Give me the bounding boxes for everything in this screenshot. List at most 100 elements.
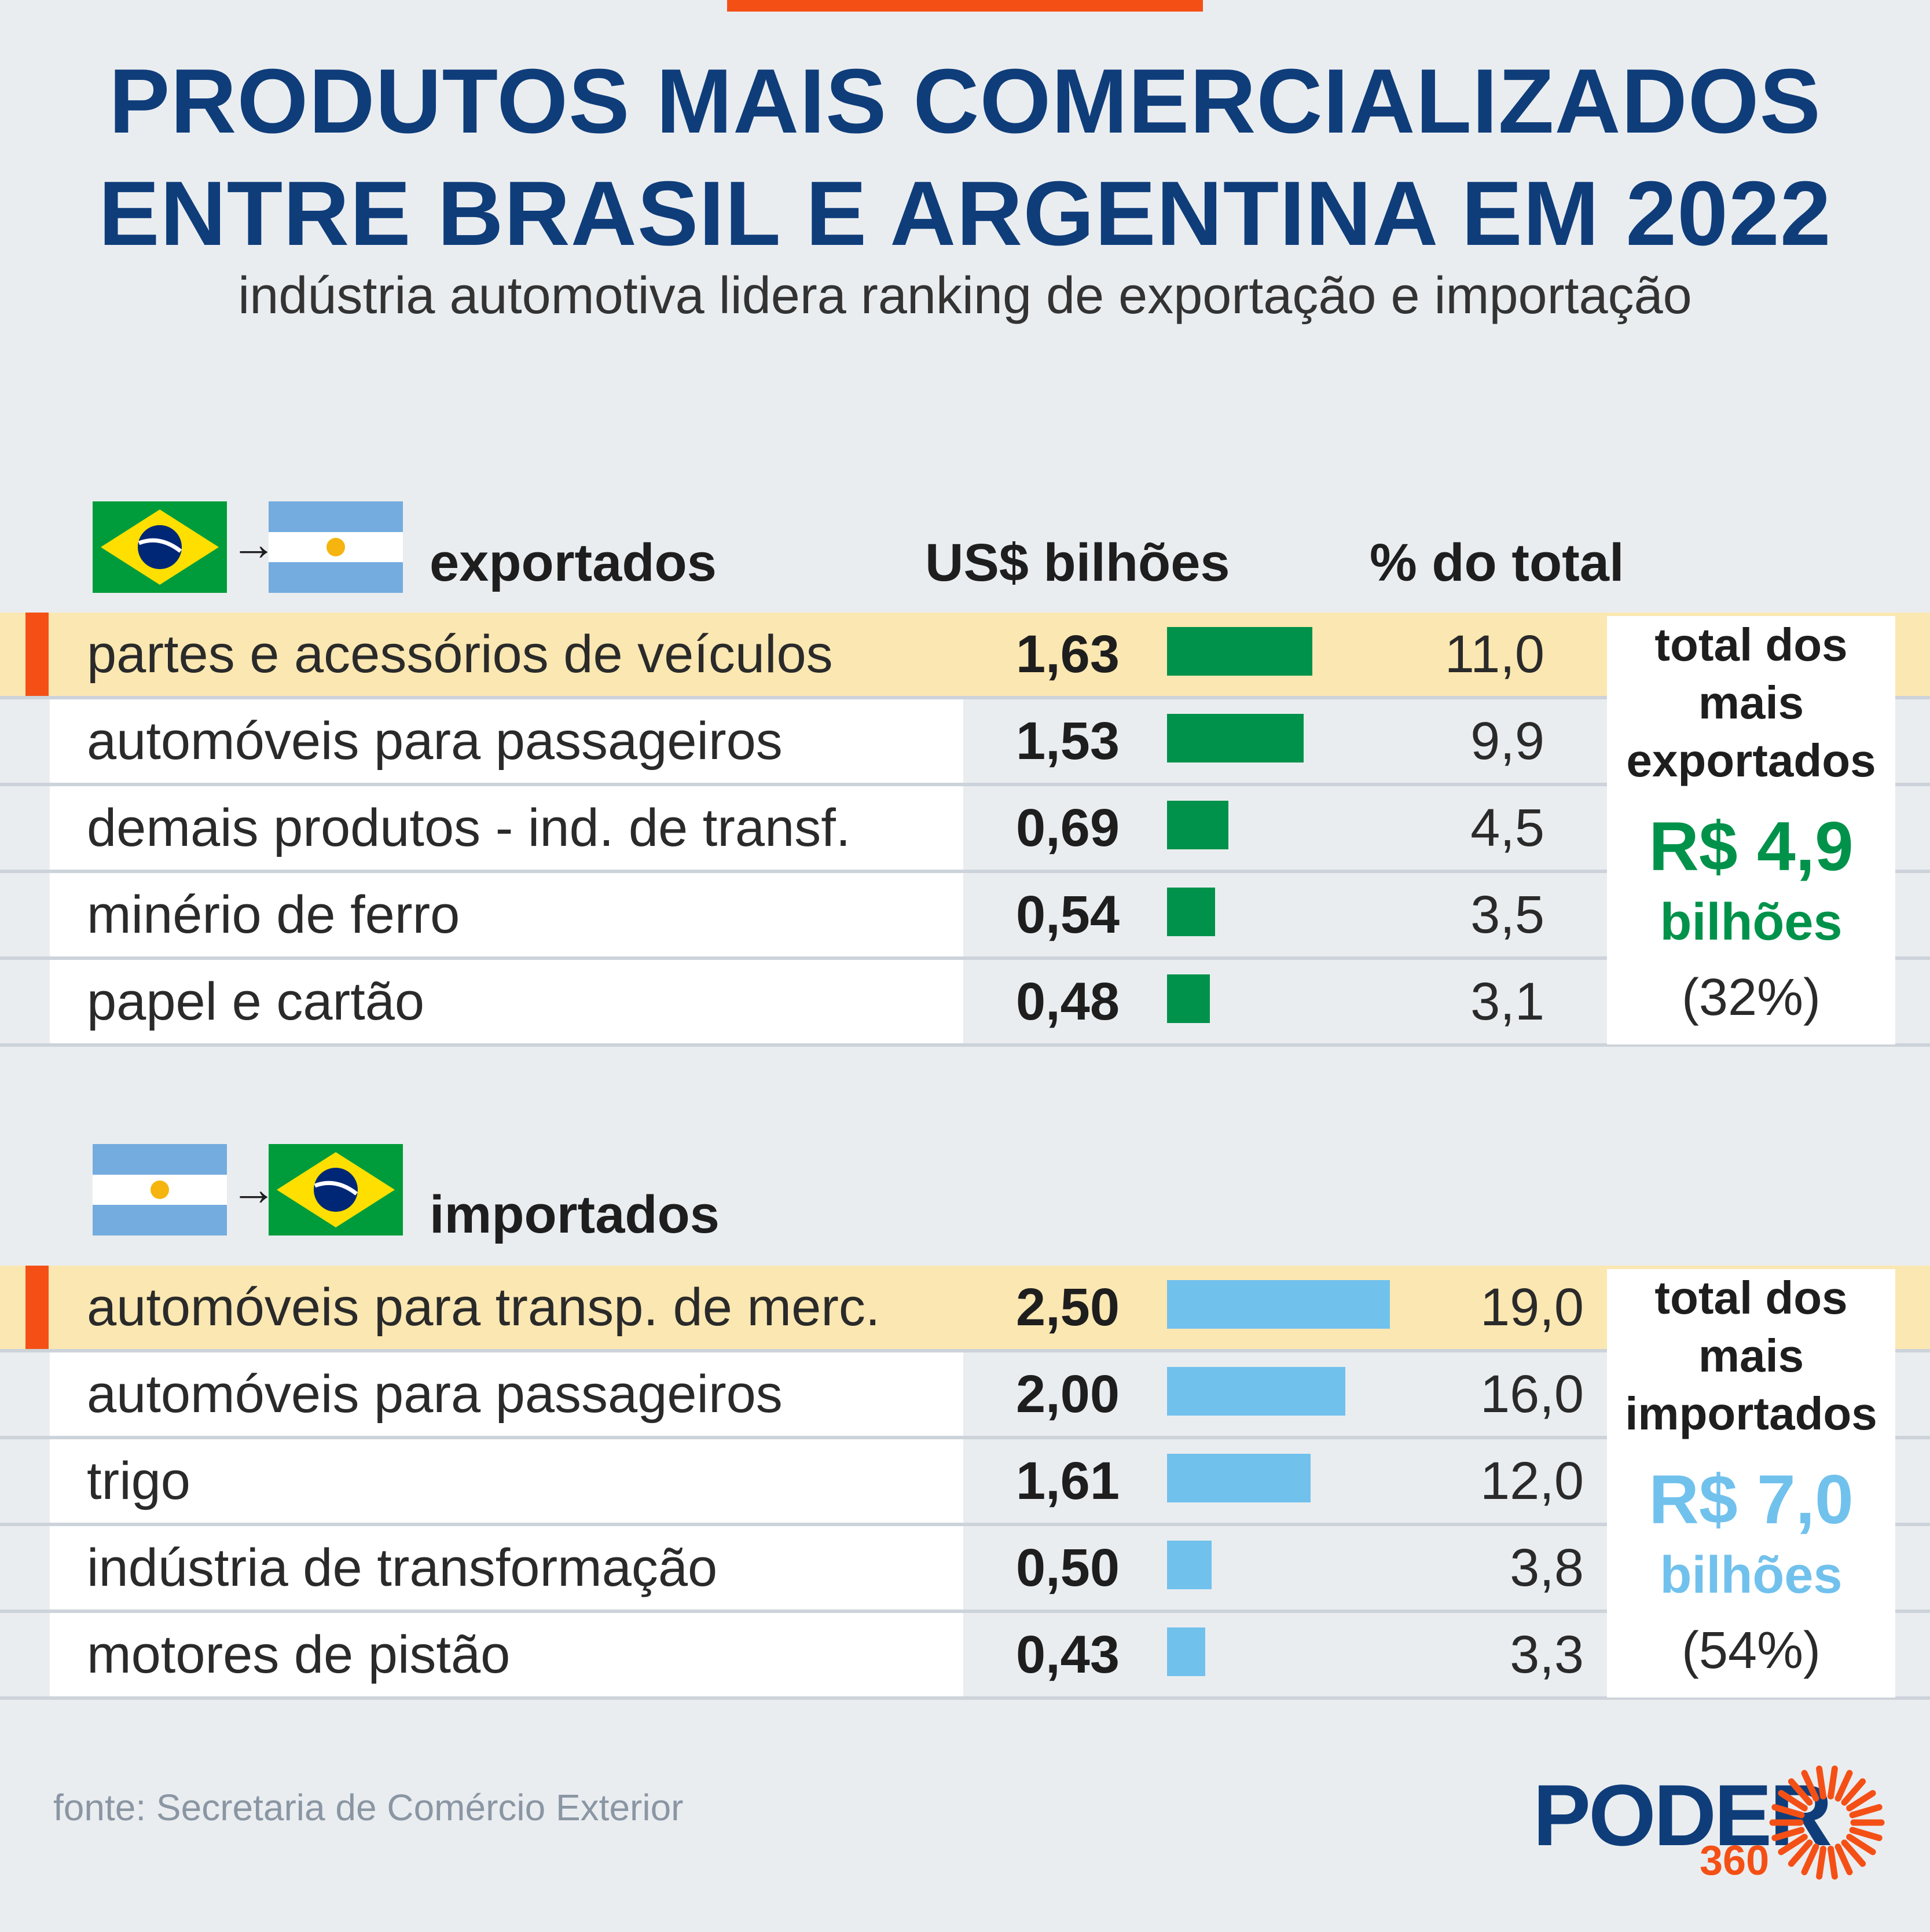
sun-ray	[1846, 1834, 1876, 1856]
sun-ray	[1828, 1846, 1838, 1880]
exports-heading: exportados	[430, 533, 717, 592]
import-row: motores de pistão 0,43 3,3	[0, 1613, 1930, 1700]
title-line-2: ENTRE BRASIL E ARGENTINA EM 2022	[98, 163, 1832, 265]
import-category-label: indústria de transformação	[87, 1538, 718, 1597]
export-bar	[1167, 714, 1304, 762]
sun-ray	[1816, 1846, 1826, 1880]
sun-ray	[1771, 1804, 1805, 1819]
sun-ray	[1841, 1778, 1866, 1806]
imports-heading: importados	[430, 1185, 720, 1244]
export-total-value: R$ 4,9	[1649, 808, 1854, 885]
import-share-label: 3,8	[1510, 1538, 1584, 1597]
export-category-label: minério de ferro	[87, 885, 460, 944]
import-value-label: 1,61	[1015, 1451, 1120, 1511]
sun-ray	[1841, 1839, 1866, 1867]
sun-ray	[1801, 1770, 1819, 1802]
sun-ray	[1778, 1790, 1808, 1812]
export-share-label: 3,1	[1470, 972, 1544, 1031]
export-bar	[1167, 974, 1210, 1023]
sun-burst-icon	[1769, 1765, 1885, 1880]
import-share-label: 3,3	[1510, 1625, 1584, 1684]
highlight-marker	[25, 613, 49, 696]
import-row: automóveis para passageiros 2,00 16,0	[0, 1352, 1930, 1439]
export-row: papel e cartão 0,48 3,1	[0, 960, 1930, 1047]
import-total-label-1: total dos	[1654, 1272, 1848, 1324]
share-column-header: % do total	[1370, 533, 1624, 592]
import-bar	[1167, 1627, 1205, 1676]
sun-ray	[1788, 1778, 1813, 1806]
import-total-label-2: mais	[1698, 1330, 1804, 1381]
sun-ray	[1834, 1770, 1853, 1802]
import-bar	[1167, 1280, 1390, 1329]
import-bar	[1167, 1454, 1311, 1502]
export-bar	[1167, 627, 1312, 676]
sun-ray	[1846, 1790, 1876, 1812]
import-value-label: 0,50	[1015, 1538, 1120, 1597]
export-category-label: automóveis para passageiros	[87, 712, 783, 771]
export-share-label: 3,5	[1470, 885, 1544, 944]
argentina-flag-icon	[269, 501, 403, 593]
import-row: indústria de transformação 0,50 3,8	[0, 1526, 1930, 1613]
export-category-label: papel e cartão	[87, 972, 425, 1031]
export-total-box: total dos mais exportados R$ 4,9 bilhões…	[1607, 616, 1895, 1044]
export-share-label: 11,0	[1444, 625, 1544, 684]
sun-ray	[1849, 1827, 1883, 1841]
export-bar	[1167, 801, 1228, 849]
sun-ray	[1849, 1804, 1883, 1819]
export-total-label-2: mais	[1698, 677, 1804, 728]
import-category-label: automóveis para transp. de merc.	[87, 1278, 880, 1337]
sun-ray	[1801, 1843, 1819, 1875]
import-total-label-3: importados	[1625, 1388, 1877, 1439]
export-share-label: 4,5	[1470, 798, 1544, 857]
import-share-label: 19,0	[1480, 1278, 1584, 1337]
import-share-label: 12,0	[1480, 1451, 1584, 1511]
value-column-header: US$ bilhões	[925, 533, 1230, 592]
export-row: minério de ferro 0,54 3,5	[0, 873, 1930, 960]
import-category-label: motores de pistão	[87, 1625, 511, 1684]
import-category-label: trigo	[87, 1451, 190, 1511]
export-category-label: partes e acessórios de veículos	[87, 625, 833, 684]
export-category-label: demais produtos - ind. de transf.	[87, 798, 851, 857]
logo-number: 360	[1700, 1838, 1770, 1884]
import-total-unit: bilhões	[1660, 1546, 1843, 1604]
import-total-pct: (54%)	[1681, 1622, 1821, 1680]
import-value-label: 2,00	[1015, 1365, 1120, 1424]
sun-ray	[1828, 1765, 1838, 1799]
import-category-label: automóveis para passageiros	[87, 1365, 783, 1424]
subtitle: indústria automotiva lidera ranking de e…	[238, 267, 1692, 325]
export-total-label-3: exportados	[1626, 735, 1876, 786]
highlight-marker	[25, 1266, 49, 1349]
brazil-flag-icon	[269, 1144, 403, 1236]
export-total-unit: bilhões	[1660, 893, 1843, 951]
import-bar	[1167, 1367, 1345, 1416]
top-accent-bar	[727, 0, 1203, 12]
export-bar	[1167, 888, 1215, 936]
title-line-1: PRODUTOS MAIS COMERCIALIZADOS	[109, 50, 1821, 152]
export-row: automóveis para passageiros 1,53 9,9	[0, 699, 1930, 786]
export-value-label: 1,63	[1015, 625, 1120, 684]
export-total-label-1: total dos	[1654, 619, 1848, 670]
sun-ray	[1778, 1834, 1808, 1856]
source-note: fonte: Secretaria de Comércio Exterior	[53, 1787, 684, 1828]
sun-ray	[1816, 1765, 1826, 1799]
sun-ray	[1771, 1827, 1805, 1841]
import-value-label: 2,50	[1015, 1278, 1120, 1337]
sun-ray	[1834, 1843, 1853, 1875]
export-total-pct: (32%)	[1681, 969, 1821, 1027]
import-row: trigo 1,61 12,0	[0, 1439, 1930, 1526]
brazil-flag-icon	[93, 501, 227, 593]
export-value-label: 1,53	[1015, 712, 1120, 771]
export-row: demais produtos - ind. de transf. 0,69 4…	[0, 786, 1930, 873]
argentina-flag-icon	[93, 1144, 227, 1236]
import-share-label: 16,0	[1480, 1365, 1584, 1424]
import-total-box: total dos mais importados R$ 7,0 bilhões…	[1607, 1269, 1895, 1698]
import-value-label: 0,43	[1015, 1625, 1120, 1684]
export-value-label: 0,69	[1015, 798, 1120, 857]
export-value-label: 0,54	[1015, 885, 1120, 944]
logo-wordmark: PODER	[1533, 1766, 1832, 1864]
import-total-value: R$ 7,0	[1649, 1461, 1854, 1538]
export-value-label: 0,48	[1015, 972, 1120, 1031]
sun-ray	[1788, 1839, 1813, 1867]
export-share-label: 9,9	[1470, 712, 1544, 771]
import-bar	[1167, 1541, 1212, 1589]
